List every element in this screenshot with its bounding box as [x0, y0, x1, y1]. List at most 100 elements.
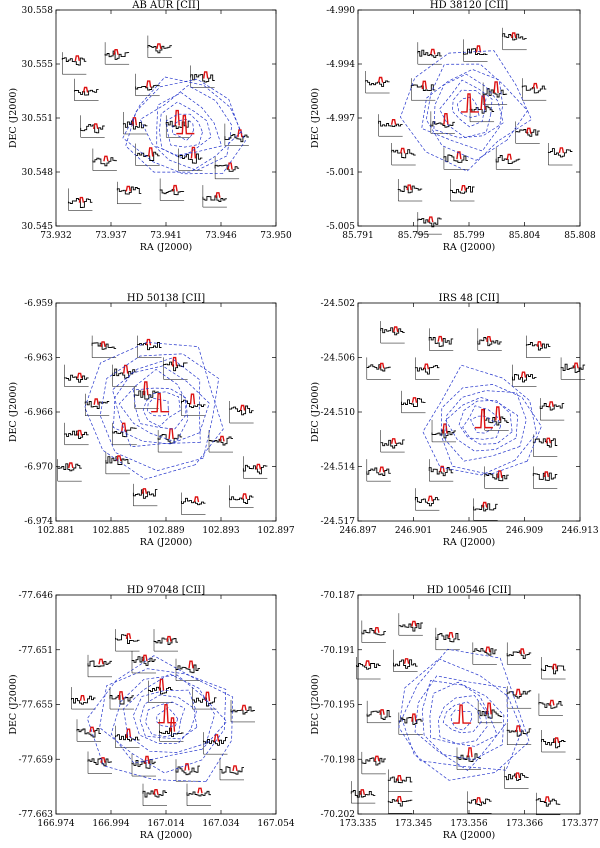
spectrum-line [135, 151, 160, 161]
spectrum-axes [57, 459, 82, 482]
spectrum-line [547, 148, 573, 158]
y-tick-label: -77.655 [18, 701, 53, 711]
spectrum-axes [137, 335, 162, 358]
spectra-group [365, 27, 573, 235]
spectrum-peak [241, 704, 247, 711]
spectrum-axes [560, 357, 586, 380]
spectrum-axes [430, 111, 455, 134]
spectrum-axes [388, 791, 413, 814]
x-tick-label: 167.034 [202, 819, 239, 829]
contour-line [84, 342, 224, 480]
spectrum-peak [548, 401, 554, 408]
spectrum-peak [396, 775, 402, 781]
spectrum-line [76, 728, 101, 738]
spectrum-line [473, 503, 498, 512]
spectrum-peak [544, 796, 550, 803]
spectrum-line [64, 374, 89, 383]
spectrum-axes [477, 328, 502, 351]
panel-title: HD 100546 [CII] [427, 585, 512, 596]
contour-line [113, 365, 210, 445]
spectrum-axes [64, 364, 89, 387]
contour-line [462, 405, 501, 440]
spectrum-peak [255, 463, 262, 470]
spectrum-16 [397, 179, 423, 202]
spectrum-8 [148, 678, 173, 703]
spectrum-peak [237, 129, 243, 138]
y-tick-label: -5.001 [326, 168, 355, 178]
spectrum-peak [515, 725, 521, 733]
spectrum-peak [184, 763, 190, 771]
x-axis-label: RA (J2000) [443, 242, 495, 253]
x-axis-label: RA (J2000) [140, 537, 192, 548]
spectrum-line [148, 686, 173, 695]
panel-5: 166.974 166.994 167.014 167.034 167.054 -77.6… [8, 585, 295, 841]
spectrum-20 [504, 766, 529, 789]
contour-line [122, 76, 246, 175]
spectrum-16 [242, 456, 268, 479]
contour-line [99, 353, 220, 472]
spectrum-10 [64, 422, 89, 446]
spectrum-line [417, 49, 442, 58]
spectrum-13 [159, 717, 184, 742]
spectrum-18 [219, 757, 244, 781]
spectra-group [366, 321, 586, 521]
spectrum-axes [361, 620, 386, 643]
contour-line [123, 673, 216, 753]
spectrum-line [393, 659, 418, 669]
spectrum-axes [135, 143, 160, 166]
spectrum-peak [545, 437, 551, 444]
spectrum-14 [57, 459, 82, 482]
spectrum-11 [112, 422, 137, 446]
spectrum-axes [388, 769, 413, 792]
spectrum-18 [532, 466, 558, 489]
spectrum-axes [175, 658, 200, 681]
x-tick-label: 102.889 [147, 526, 184, 536]
spectrum-line [175, 664, 200, 674]
spectrum-9 [192, 687, 217, 710]
spectrum-2 [137, 335, 162, 358]
spectrum-axes [186, 783, 211, 806]
contour-line [458, 399, 513, 445]
spectrum-line [192, 697, 217, 707]
spectrum-axes [112, 422, 137, 446]
spectrum-peak [497, 470, 503, 478]
spectrum-peak [241, 493, 248, 500]
x-tick-label: 102.893 [202, 526, 239, 536]
contour-line [425, 63, 528, 161]
spectrum-axes [229, 485, 254, 508]
spectrum-line [186, 790, 211, 797]
spectrum-16 [131, 754, 156, 777]
spectrum-peak [76, 372, 83, 379]
spectrum-15 [547, 143, 573, 166]
spectrum-axes [74, 78, 99, 102]
spectrum-axes [541, 657, 566, 680]
spectrum-peak [400, 147, 406, 154]
x-axis-label: RA (J2000) [443, 537, 495, 548]
contour-line [401, 648, 530, 781]
contour-line [110, 674, 228, 764]
spectrum-axes [351, 781, 376, 804]
x-tick-label: 166.994 [92, 819, 129, 829]
spectrum-peak [467, 747, 473, 758]
spectrum-line [361, 627, 386, 636]
spectrum-peak [443, 113, 449, 125]
y-tick-label: -77.651 [18, 646, 53, 656]
contour-line [440, 384, 542, 475]
spectrum-peak [511, 32, 517, 39]
spectrum-4 [112, 364, 137, 387]
spectrum-peak [532, 82, 538, 89]
spectrum-axes [540, 398, 565, 421]
contour-line [132, 689, 197, 744]
spectrum-16 [361, 751, 386, 775]
central-peak [151, 392, 170, 413]
contour-line [99, 668, 227, 774]
spectrum-line [506, 650, 532, 660]
spectrum-peak [74, 55, 80, 62]
contour-group [400, 50, 532, 172]
spectrum-2 [463, 39, 488, 62]
spectrum-axes [415, 357, 440, 380]
spectrum-peak [558, 147, 565, 154]
spectrum-axes [504, 766, 529, 789]
central-peak [461, 93, 479, 113]
spectrum-peak [519, 648, 525, 655]
